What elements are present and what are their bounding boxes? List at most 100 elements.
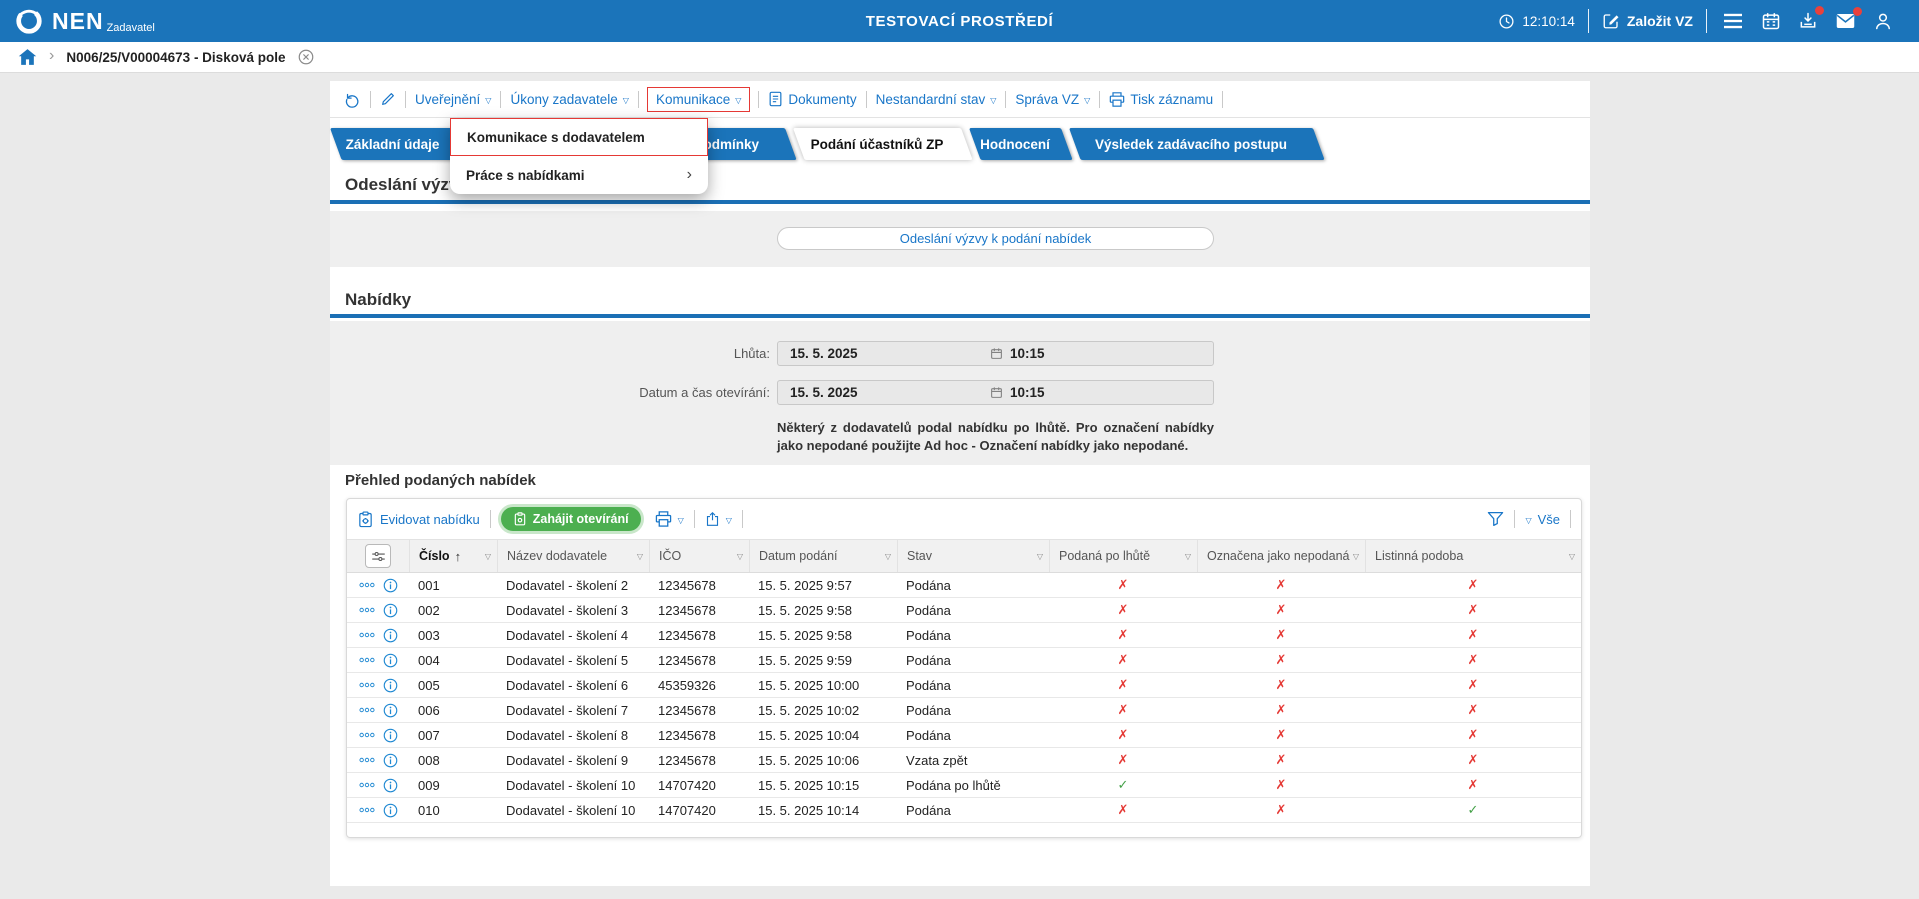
column-header-po-lhute[interactable]: Podaná po lhůtě ▽	[1049, 540, 1197, 572]
menu-button[interactable]	[1720, 10, 1746, 32]
cell-datum-podani: 15. 5. 2025 9:59	[758, 652, 852, 668]
row-info-icon[interactable]	[383, 753, 398, 768]
table-row[interactable]: 006 Dodavatel - školení 7 12345678 15. 5…	[347, 698, 1581, 723]
row-menu-icon[interactable]	[358, 607, 375, 613]
column-header-nepodana[interactable]: Označena jako nepodaná ▽	[1197, 540, 1365, 572]
zahajit-otevirani-button[interactable]: Zahájit otevírání	[500, 507, 641, 531]
row-info-icon[interactable]	[383, 603, 398, 618]
table-row[interactable]: 001 Dodavatel - školení 2 12345678 15. 5…	[347, 573, 1581, 598]
cell-podana-po-lhute-mark: ✗	[1117, 677, 1129, 692]
column-header-cislo[interactable]: Číslo ↑ ▽	[409, 540, 497, 572]
menu-komunikace[interactable]: Komunikace ▽	[646, 86, 751, 112]
zalozit-vz-button[interactable]: Založit VZ	[1602, 12, 1693, 30]
row-menu-icon[interactable]	[358, 682, 375, 688]
row-info-icon[interactable]	[383, 653, 398, 668]
menu-sprava-vz[interactable]: Správa VZ ▽	[1015, 91, 1091, 107]
chevron-down-icon: ▽	[1525, 515, 1532, 525]
user-profile-button[interactable]	[1871, 9, 1895, 33]
cell-ico: 12345678	[658, 702, 716, 718]
vse-filter-button[interactable]: ▽ Vše	[1525, 511, 1560, 527]
otevirani-date-value[interactable]: 15. 5. 2025	[790, 385, 858, 400]
edit-button[interactable]	[380, 91, 396, 107]
tab-zakladni-udaje[interactable]: Základní údaje	[330, 128, 455, 160]
row-info-icon[interactable]	[383, 728, 398, 743]
home-button[interactable]	[18, 48, 37, 66]
table-row[interactable]: 009 Dodavatel - školení 10 14707420 15. …	[347, 773, 1581, 798]
tab-podani-ucastniku-zp[interactable]: Podání účastníků ZP	[793, 128, 961, 160]
row-info-icon[interactable]	[383, 803, 398, 818]
cell-cislo: 006	[418, 702, 440, 718]
menu-nestandardni-stav[interactable]: Nestandardní stav ▽	[875, 91, 997, 107]
row-menu-icon[interactable]	[358, 782, 375, 788]
table-row[interactable]: 004 Dodavatel - školení 5 12345678 15. 5…	[347, 648, 1581, 673]
row-menu-icon[interactable]	[358, 807, 375, 813]
row-menu-icon[interactable]	[358, 757, 375, 763]
column-settings[interactable]	[347, 540, 409, 572]
calendar-small-icon[interactable]	[990, 347, 1003, 360]
otevirani-field[interactable]: 15. 5. 2025 10:15	[777, 380, 1214, 405]
row-info-icon[interactable]	[383, 628, 398, 643]
table-row[interactable]: 003 Dodavatel - školení 4 12345678 15. 5…	[347, 623, 1581, 648]
row-info-icon[interactable]	[383, 578, 398, 593]
table-row[interactable]: 008 Dodavatel - školení 9 12345678 15. 5…	[347, 748, 1581, 773]
menu-tisk-zaznamu[interactable]: Tisk záznamu	[1109, 92, 1213, 107]
table-row[interactable]: 005 Dodavatel - školení 6 45359326 15. 5…	[347, 673, 1581, 698]
lhuta-field[interactable]: 15. 5. 2025 10:15	[777, 341, 1214, 366]
cell-nazev-dodavatele: Dodavatel - školení 9	[506, 752, 629, 768]
column-filter-icon[interactable]: ▽	[1036, 551, 1043, 561]
odeslani-vyzvy-button[interactable]: Odeslání výzvy k podání nabídek	[777, 227, 1214, 250]
filter-button[interactable]	[1487, 511, 1504, 527]
lhuta-date-value[interactable]: 15. 5. 2025	[790, 346, 858, 361]
cell-oznacena-nepodana-mark: ✗	[1275, 802, 1287, 817]
current-time: 12:10:14	[1522, 13, 1575, 29]
downloads-button[interactable]	[1796, 6, 1824, 33]
row-menu-icon[interactable]	[358, 707, 375, 713]
otevirani-time-value[interactable]: 10:15	[1010, 385, 1045, 400]
lhuta-time-value[interactable]: 10:15	[1010, 346, 1045, 361]
column-filter-icon[interactable]: ▽	[1184, 551, 1191, 561]
row-menu-icon[interactable]	[358, 632, 375, 638]
column-header-stav[interactable]: Stav ▽	[897, 540, 1049, 572]
column-filter-icon[interactable]: ▽	[1568, 551, 1575, 561]
column-filter-icon[interactable]: ▽	[736, 551, 743, 561]
chevron-down-icon: ▽	[485, 95, 492, 105]
messages-button[interactable]	[1833, 7, 1862, 32]
menu-item-prace-s-nabidkami[interactable]: Práce s nabídkami ›	[466, 166, 692, 183]
column-filter-icon[interactable]: ▽	[884, 551, 891, 561]
calendar-small-icon[interactable]	[990, 386, 1003, 399]
tab-hodnoceni[interactable]: Hodnocení	[969, 128, 1061, 160]
menu-ukony-zadavatele[interactable]: Úkony zadavatele ▽	[510, 91, 629, 107]
row-menu-icon[interactable]	[358, 732, 375, 738]
menu-item-komunikace-s-dodavatelem[interactable]: Komunikace s dodavatelem	[450, 118, 708, 156]
column-header-datum[interactable]: Datum podání ▽	[749, 540, 897, 572]
cell-ico: 12345678	[658, 602, 716, 618]
evidovat-nabidku-button[interactable]: Evidovat nabídku	[357, 510, 480, 528]
column-filter-icon[interactable]: ▽	[484, 551, 491, 561]
column-filter-icon[interactable]: ▽	[1352, 551, 1359, 561]
column-header-listinna[interactable]: Listinná podoba ▽	[1365, 540, 1581, 572]
cell-stav: Podána	[906, 652, 951, 668]
export-table-button[interactable]: ▽	[705, 511, 732, 527]
row-menu-icon[interactable]	[358, 657, 375, 663]
row-info-icon[interactable]	[383, 703, 398, 718]
table-row[interactable]: 007 Dodavatel - školení 8 12345678 15. 5…	[347, 723, 1581, 748]
menu-dokumenty[interactable]: Dokumenty	[768, 91, 857, 107]
row-info-icon[interactable]	[383, 778, 398, 793]
row-menu-icon[interactable]	[358, 582, 375, 588]
column-filter-icon[interactable]: ▽	[636, 551, 643, 561]
column-header-ico[interactable]: IČO ▽	[649, 540, 749, 572]
print-table-button[interactable]: ▽	[655, 511, 684, 527]
column-header-nazev[interactable]: Název dodavatele ▽	[497, 540, 649, 572]
table-row[interactable]: 010 Dodavatel - školení 10 14707420 15. …	[347, 798, 1581, 823]
nen-logo[interactable]: NEN Zadavatel	[0, 6, 155, 36]
cell-podana-po-lhute-mark: ✓	[1117, 777, 1129, 792]
tab-vysledek-zadavaciho-postupu[interactable]: Výsledek zadávacího postupu	[1069, 128, 1313, 160]
menu-uverejneni[interactable]: Uveřejnění ▽	[415, 91, 492, 107]
table-row[interactable]: 002 Dodavatel - školení 3 12345678 15. 5…	[347, 598, 1581, 623]
close-record-button[interactable]	[297, 48, 315, 66]
calendar-button[interactable]	[1759, 9, 1783, 33]
history-button[interactable]	[344, 91, 361, 108]
row-info-icon[interactable]	[383, 678, 398, 693]
cell-ico: 14707420	[658, 802, 716, 818]
cell-listinna-podoba-mark: ✗	[1467, 702, 1479, 717]
